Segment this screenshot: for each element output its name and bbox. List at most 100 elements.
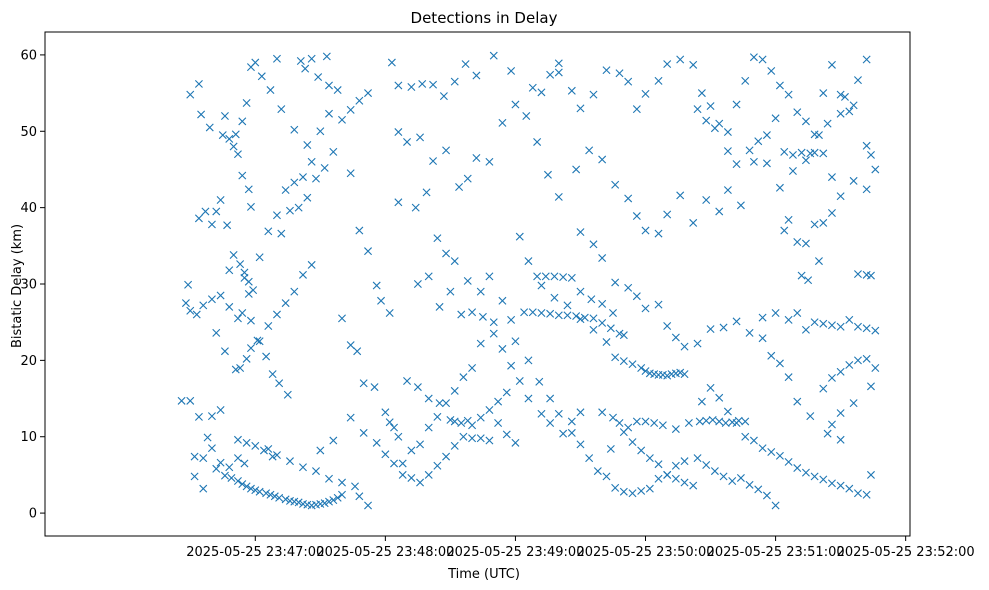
data-point bbox=[576, 228, 585, 237]
data-point bbox=[429, 157, 438, 166]
data-point bbox=[251, 486, 260, 495]
data-point bbox=[290, 287, 299, 296]
data-point bbox=[572, 312, 581, 321]
data-point bbox=[528, 308, 537, 317]
data-point bbox=[645, 484, 654, 493]
data-point bbox=[615, 69, 624, 78]
data-point bbox=[780, 147, 789, 156]
data-point bbox=[255, 487, 264, 496]
data-point bbox=[749, 157, 758, 166]
data-point bbox=[225, 134, 234, 143]
y-tick-label: 10 bbox=[20, 430, 37, 445]
data-point bbox=[225, 302, 234, 311]
data-point bbox=[476, 413, 485, 422]
data-point bbox=[494, 418, 503, 427]
data-point bbox=[637, 486, 646, 495]
data-point bbox=[658, 421, 667, 430]
data-point bbox=[236, 364, 245, 372]
data-point bbox=[413, 280, 422, 288]
data-point bbox=[216, 458, 225, 467]
data-point bbox=[732, 418, 741, 427]
data-point bbox=[754, 137, 763, 146]
data-point bbox=[524, 356, 533, 365]
data-point bbox=[719, 472, 728, 481]
data-point bbox=[233, 150, 242, 159]
data-point bbox=[853, 322, 862, 331]
data-point bbox=[576, 104, 585, 113]
data-point bbox=[275, 493, 284, 502]
data-point bbox=[745, 328, 754, 337]
data-point bbox=[229, 142, 238, 151]
data-point bbox=[706, 325, 715, 334]
data-point bbox=[502, 430, 511, 439]
data-point bbox=[435, 302, 444, 311]
data-point bbox=[710, 124, 719, 133]
data-point bbox=[611, 483, 620, 492]
data-point bbox=[478, 312, 487, 321]
data-point bbox=[246, 344, 255, 353]
data-point bbox=[654, 300, 663, 309]
data-point bbox=[264, 322, 273, 330]
data-point bbox=[758, 444, 767, 453]
data-point bbox=[353, 347, 362, 356]
data-point bbox=[424, 470, 433, 479]
data-point bbox=[207, 295, 216, 304]
data-point bbox=[489, 329, 498, 338]
data-point bbox=[576, 315, 585, 324]
data-point bbox=[849, 101, 858, 110]
data-point bbox=[806, 149, 815, 158]
data-point bbox=[797, 271, 806, 280]
data-point bbox=[511, 337, 520, 346]
data-point bbox=[249, 286, 258, 295]
data-point bbox=[528, 83, 537, 92]
data-point bbox=[416, 478, 425, 487]
data-point bbox=[619, 331, 628, 340]
data-point bbox=[721, 418, 730, 427]
data-point bbox=[197, 110, 206, 119]
data-point bbox=[576, 408, 585, 417]
data-point bbox=[732, 100, 741, 109]
data-point bbox=[524, 394, 533, 403]
data-point bbox=[637, 446, 646, 455]
data-point bbox=[801, 117, 810, 126]
data-point bbox=[192, 310, 201, 319]
y-tick-label: 0 bbox=[29, 507, 37, 522]
data-point bbox=[238, 171, 247, 180]
data-point bbox=[476, 434, 485, 443]
data-point bbox=[793, 309, 802, 318]
data-point bbox=[741, 432, 750, 441]
data-point bbox=[793, 238, 802, 246]
data-point bbox=[849, 399, 858, 408]
data-point bbox=[227, 473, 236, 482]
data-point bbox=[611, 180, 620, 189]
data-point bbox=[325, 109, 333, 118]
data-point bbox=[476, 339, 485, 348]
data-point bbox=[403, 137, 412, 146]
data-point bbox=[784, 315, 793, 324]
data-point bbox=[784, 457, 793, 466]
data-point bbox=[853, 270, 862, 279]
data-point bbox=[407, 82, 416, 91]
data-point bbox=[294, 203, 303, 212]
data-point bbox=[680, 478, 689, 487]
data-point bbox=[385, 309, 394, 318]
data-point bbox=[450, 386, 459, 395]
data-point bbox=[303, 141, 312, 150]
data-point bbox=[242, 354, 251, 363]
data-point bbox=[468, 364, 477, 372]
data-point bbox=[695, 417, 704, 426]
data-point bbox=[775, 451, 784, 460]
data-point bbox=[663, 371, 672, 380]
data-point bbox=[632, 292, 641, 301]
data-point bbox=[671, 333, 680, 342]
data-point bbox=[537, 309, 546, 318]
data-point bbox=[216, 291, 225, 300]
data-point bbox=[836, 409, 845, 418]
data-point bbox=[762, 131, 771, 140]
data-point bbox=[606, 324, 615, 333]
data-point bbox=[567, 428, 576, 437]
data-point bbox=[272, 451, 281, 460]
data-point bbox=[836, 90, 845, 99]
data-point bbox=[598, 254, 607, 263]
data-point bbox=[270, 492, 279, 501]
